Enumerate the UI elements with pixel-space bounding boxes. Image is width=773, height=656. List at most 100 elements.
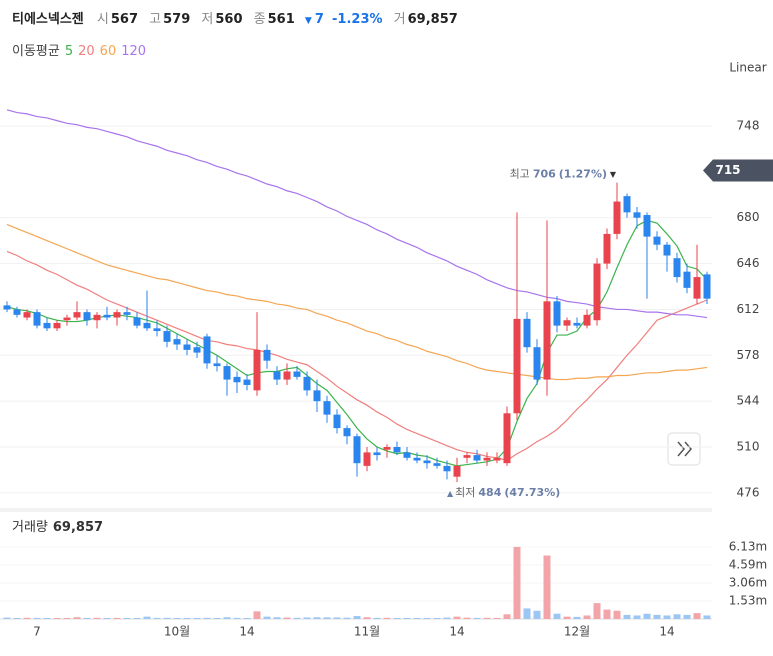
scroll-button[interactable] — [667, 432, 701, 466]
y-tick-label: 6.13m — [729, 539, 767, 553]
volume-bar — [103, 618, 111, 619]
candle-body — [573, 322, 581, 326]
volume-bar — [513, 546, 521, 619]
volume-bar — [433, 618, 441, 619]
volume-bar — [83, 617, 91, 619]
y-tick-label: 1.53m — [729, 594, 767, 608]
volume-bar — [73, 617, 81, 619]
change: 7 — [305, 12, 324, 27]
candle-body — [483, 457, 491, 461]
candle-body — [313, 390, 321, 402]
volume-bar — [613, 610, 621, 619]
candle-body — [393, 447, 401, 453]
volume-bar — [163, 617, 171, 619]
volume-bar — [503, 614, 511, 619]
volume-bar — [343, 617, 351, 619]
candle-body — [113, 312, 121, 318]
ma-line — [6, 250, 708, 462]
volume-bar — [173, 618, 181, 619]
candle-body — [323, 401, 331, 415]
volume-bar — [533, 610, 541, 619]
volume-bar — [643, 613, 651, 619]
candle-body — [423, 460, 431, 464]
candle-body — [133, 317, 141, 326]
volume-bar — [253, 611, 261, 619]
candle-body — [613, 201, 621, 234]
volume-bar — [493, 617, 501, 619]
x-tick-label: 11월 — [354, 625, 380, 639]
legend-entry[interactable]: 60 — [99, 44, 117, 59]
candle-body — [353, 436, 361, 464]
candle-body — [653, 236, 661, 245]
candle-body — [73, 312, 81, 318]
y-tick-label: 4.59m — [729, 558, 767, 572]
candle-body — [433, 463, 441, 466]
volume-bar — [623, 614, 631, 619]
candle-body — [273, 371, 281, 380]
annotation-pct: (1.27%) — [559, 168, 607, 181]
ma-line — [6, 109, 708, 319]
volume-bar — [483, 617, 491, 619]
volume-bar — [43, 618, 51, 619]
volume-bar — [263, 616, 271, 619]
candle-body — [343, 428, 351, 437]
legend-entry[interactable]: 20 — [78, 44, 95, 59]
volume-bar — [133, 618, 141, 619]
volume-bar — [23, 617, 31, 619]
label: 종 — [253, 12, 266, 27]
ma-line — [6, 223, 708, 381]
candle-body — [333, 414, 341, 429]
open: 567 — [110, 12, 139, 27]
volume-bar — [363, 617, 371, 619]
candle-body — [153, 328, 161, 332]
scale-label[interactable]: Linear — [729, 61, 766, 75]
volume-bar — [183, 618, 191, 619]
y-tick-label: 476 — [737, 485, 760, 499]
candle-body — [673, 258, 681, 278]
volume-bar — [333, 617, 341, 619]
volume-bar — [403, 617, 411, 619]
annotation-label: 최저 — [455, 486, 475, 499]
candle-body — [303, 376, 311, 391]
annotation-value: 484 — [478, 486, 501, 499]
volume-bar — [223, 617, 231, 619]
marker: ▼ — [610, 170, 617, 179]
y-tick-label: 748 — [737, 119, 760, 133]
x-tick-label: 12월 — [564, 625, 590, 639]
candle-body — [413, 457, 421, 461]
volume-bar — [3, 617, 11, 619]
candle-body — [103, 314, 111, 318]
volume-bar — [543, 555, 551, 619]
volume-bar — [683, 614, 691, 619]
volume: 69,857 — [407, 12, 458, 27]
volume-bar — [563, 616, 571, 619]
volume-title-text: 거래량 — [12, 520, 48, 535]
candle-body — [643, 215, 651, 237]
x-tick-label: 14 — [239, 625, 254, 639]
volume-bar — [313, 617, 321, 619]
volume-bar — [633, 615, 641, 619]
volume-bar — [653, 614, 661, 619]
label: 시 — [96, 12, 109, 27]
ma-legend: 이동평균 5 20 60 120 — [12, 40, 146, 59]
ma-line — [6, 219, 708, 467]
label: 저 — [201, 12, 214, 27]
volume-bar — [323, 617, 331, 619]
candle-body — [593, 263, 601, 321]
candle-body — [473, 455, 481, 461]
x-tick-label: 10월 — [164, 625, 190, 639]
panel-divider — [0, 508, 712, 512]
candle-body — [183, 344, 191, 350]
volume-bar — [423, 618, 431, 619]
volume-bar — [213, 618, 221, 619]
candle-body — [143, 322, 151, 329]
legend-entry[interactable]: 120 — [121, 44, 147, 59]
volume-bar — [703, 615, 711, 619]
candle-body — [463, 455, 471, 458]
volume-bar — [193, 618, 201, 619]
candle-body — [293, 371, 301, 377]
legend-entry[interactable]: 5 — [64, 44, 74, 59]
x-tick-label: 7 — [33, 625, 41, 639]
candle-body — [663, 244, 671, 256]
